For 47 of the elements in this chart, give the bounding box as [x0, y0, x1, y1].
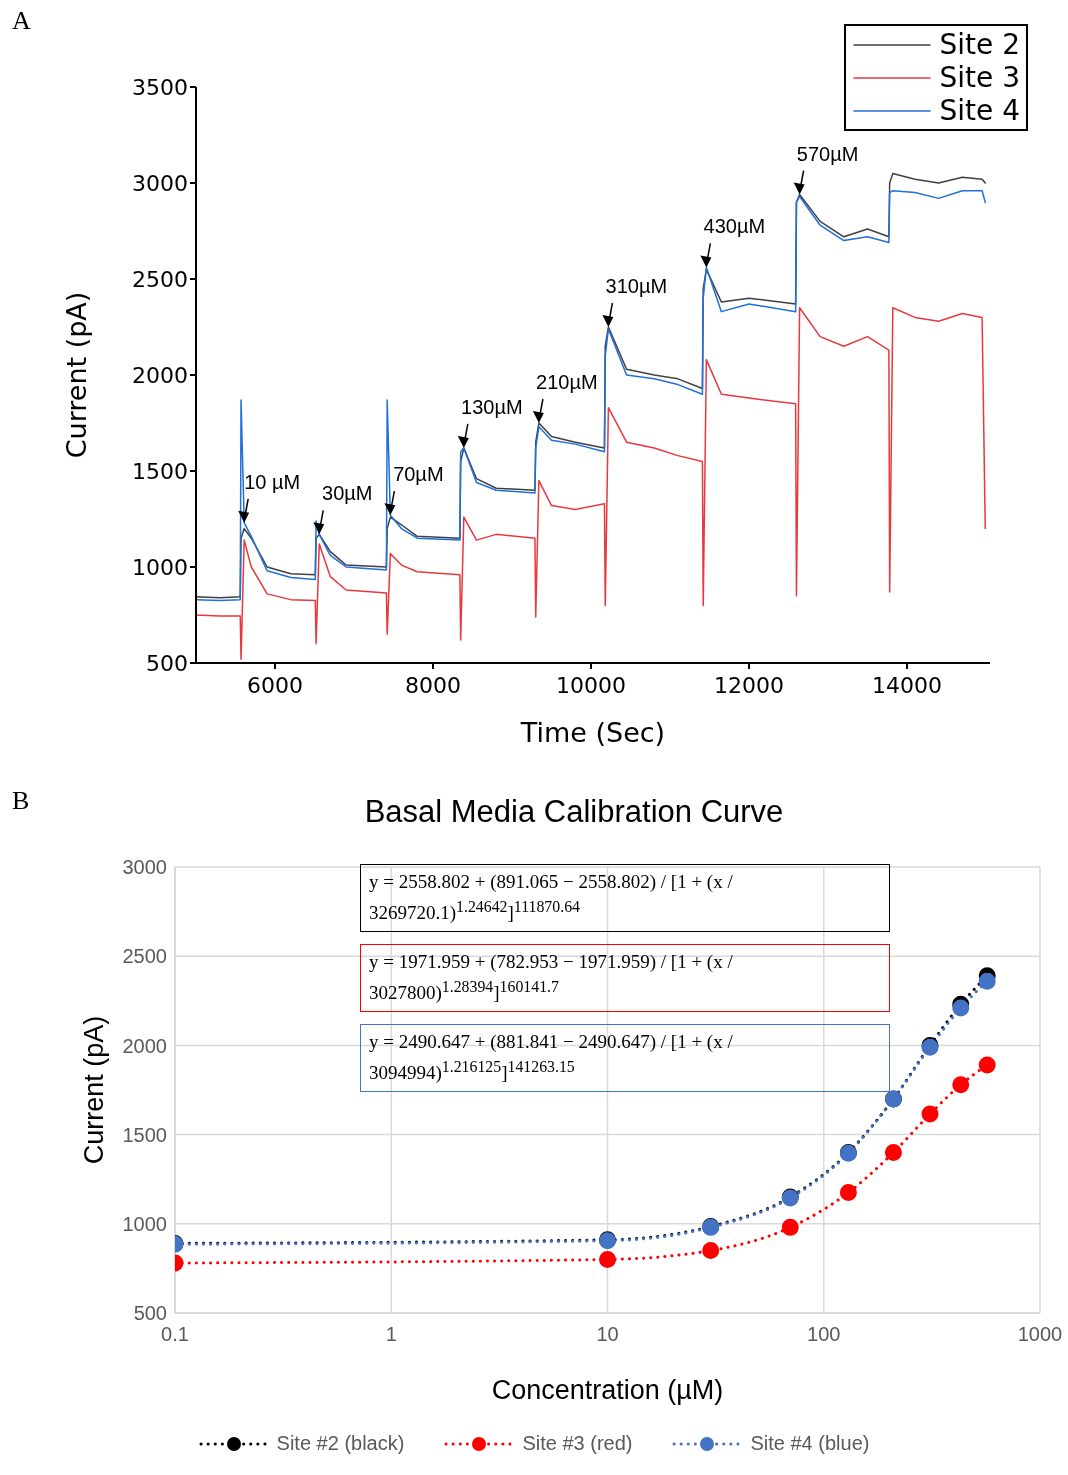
x-tick-label: 10000: [556, 672, 627, 698]
x-tick-label: 0.1: [161, 1323, 189, 1346]
x-tick-label: 1: [385, 1323, 397, 1346]
legend-label: Site #4 (blue): [750, 1432, 870, 1455]
y-tick-label: 3000: [132, 170, 188, 196]
x-axis-title: Time (Sec): [519, 716, 666, 748]
annotation: 430µM: [703, 215, 766, 238]
y-tick-label: 500: [146, 650, 188, 676]
x-tick-label: 14000: [872, 672, 943, 698]
y-axis-title: Current (pA): [60, 291, 92, 459]
x-tick-label: 1000: [1017, 1323, 1063, 1346]
x-axis-title: Concentration (µM): [491, 1374, 724, 1405]
y-tick-label: 2500: [132, 266, 188, 292]
y-tick-label: 3500: [132, 74, 188, 100]
annotation: 10 µM: [244, 470, 301, 493]
annotation: 30µM: [322, 482, 373, 505]
x-tick-label: 10: [596, 1323, 619, 1346]
annotation: 130µM: [461, 395, 523, 418]
text: A: [12, 6, 31, 36]
y-tick-label: 1000: [132, 554, 188, 580]
annotation: 570µM: [796, 142, 859, 165]
annotation: y = 1971.959 + (782.953 − 1971.959) / [1 + (x / 3027800)$^{1.28394}$]$^{160141.7}$: [360, 944, 890, 1012]
y-tick-label: 1500: [132, 458, 188, 484]
annotation: y = 2558.802 + (891.065 − 2558.802) / [1 + (x / 3269720.1)$^{1.24642}$]$^{111870.64}$: [360, 864, 890, 932]
y-axis-title: Current (pA): [78, 1015, 109, 1165]
chart-title: Basal Media Calibration Curve: [364, 794, 784, 829]
legend-label: Site 2: [939, 28, 1020, 61]
legend-label: Site 3: [939, 61, 1020, 94]
y-tick-label: 2000: [122, 1034, 167, 1057]
text: B: [12, 786, 30, 816]
annotation: y = 2490.647 + (881.841 − 2490.647) / [1 + (x / 3094994)$^{1.216125}$]$^{141263.15}$: [360, 1024, 890, 1092]
annotation: 70µM: [393, 463, 444, 486]
y-tick-label: 2500: [122, 945, 167, 968]
y-tick-label: 1500: [122, 1123, 167, 1146]
legend-label: Site 4: [939, 94, 1020, 127]
legend-label: Site #2 (black): [276, 1432, 405, 1455]
y-tick-label: 3000: [122, 856, 167, 879]
x-tick-label: 12000: [714, 672, 785, 698]
y-tick-label: 2000: [132, 362, 188, 388]
y-tick-label: 500: [133, 1302, 167, 1325]
y-tick-label: 1000: [122, 1212, 167, 1235]
x-tick-label: 8000: [405, 672, 462, 698]
annotation: 210µM: [536, 371, 598, 393]
annotation: 310µM: [605, 275, 668, 297]
x-tick-label: 100: [807, 1323, 841, 1346]
legend-label: Site #3 (red): [522, 1432, 633, 1455]
x-tick-label: 6000: [247, 672, 303, 698]
